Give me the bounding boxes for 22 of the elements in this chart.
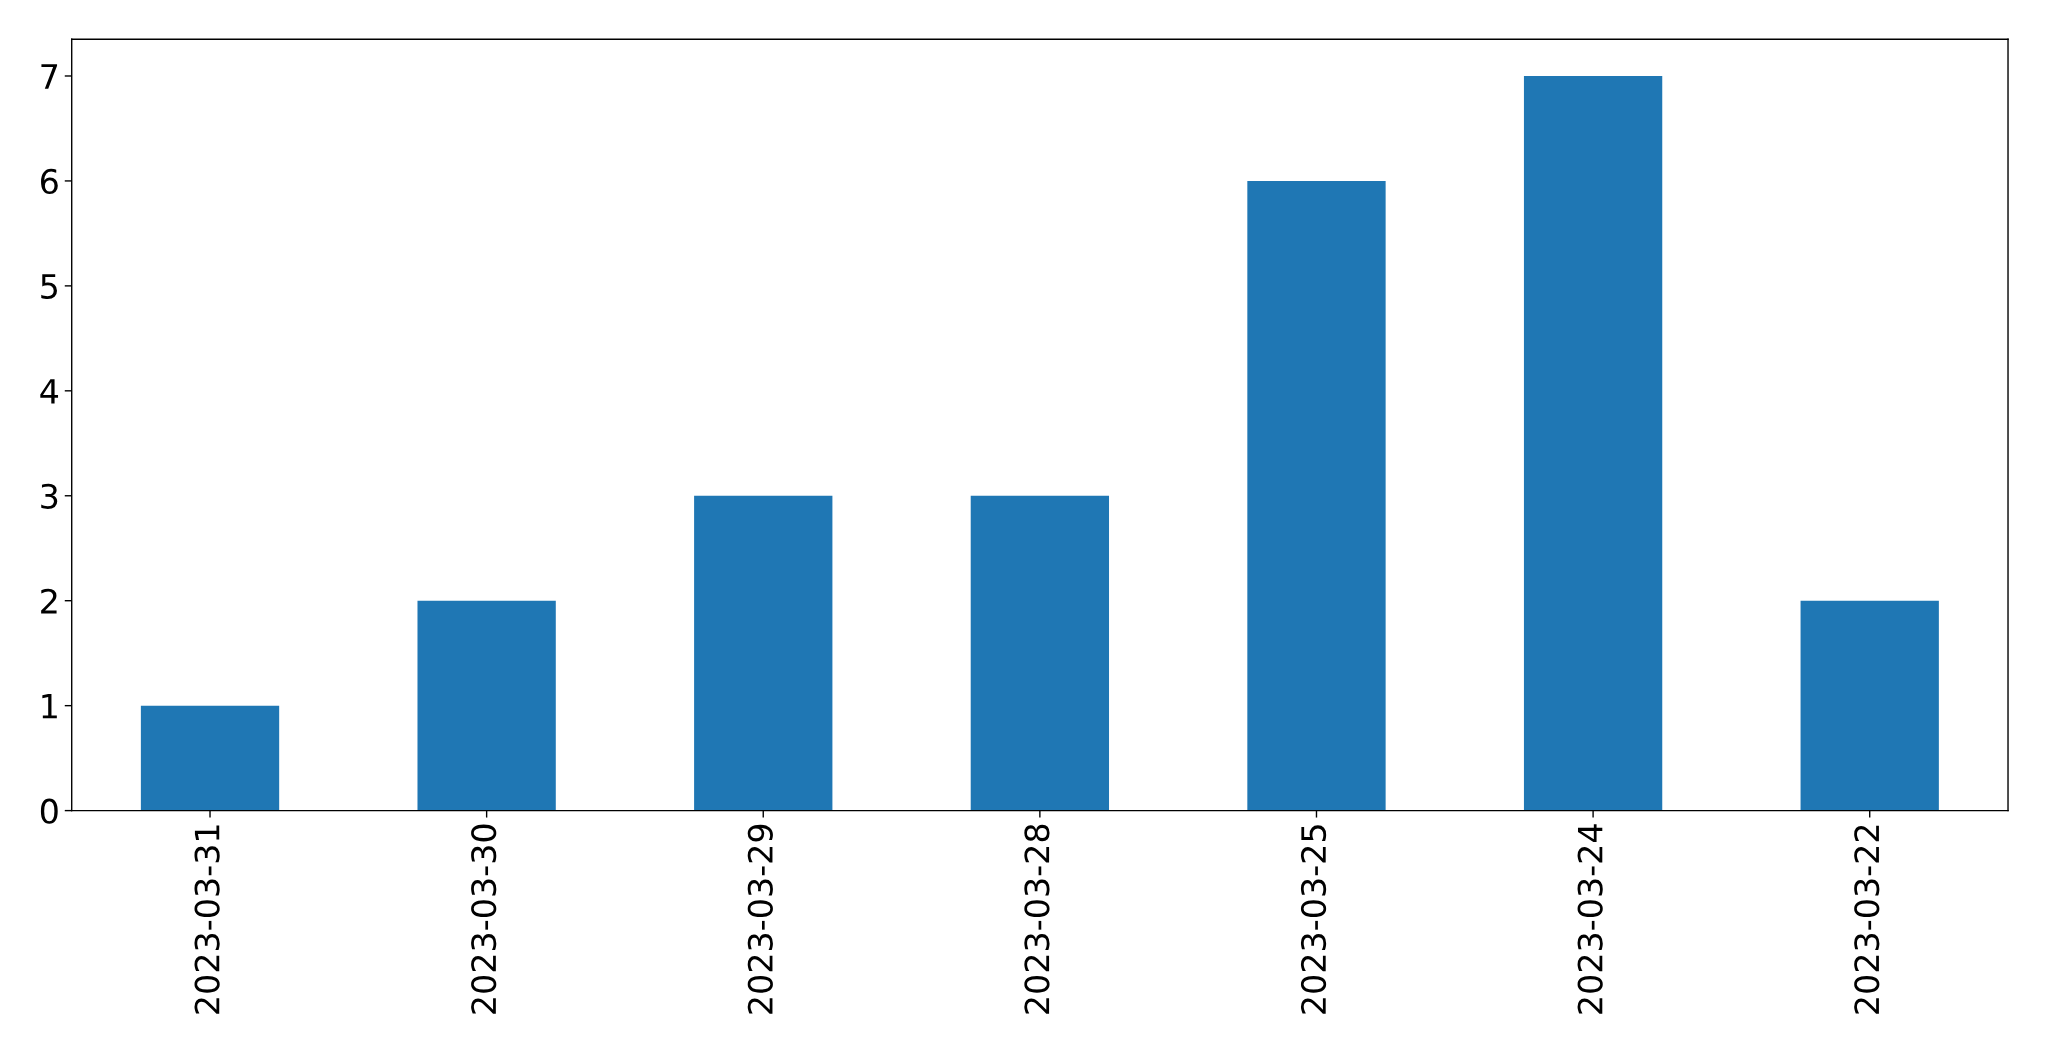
x-tick-label: 2023-03-31: [194, 825, 220, 1014]
y-tick-label: 6: [41, 168, 58, 195]
x-tick-label: 2023-03-22: [1854, 825, 1880, 1014]
y-tick-label: 3: [41, 483, 58, 509]
bar: [694, 495, 833, 811]
bar: [970, 495, 1110, 811]
bar: [1800, 600, 1939, 811]
bar: [417, 600, 556, 811]
x-tick-label: 2023-03-24: [1577, 824, 1603, 1014]
bar: [1247, 180, 1386, 811]
x-tick-label: 2023-03-25: [1300, 825, 1327, 1014]
y-tick-label: 0: [40, 798, 58, 824]
y-tick-label: 4: [40, 379, 59, 404]
bar: [140, 705, 280, 811]
y-tick-label: 1: [42, 694, 57, 719]
bar: [1523, 75, 1663, 811]
y-tick-label: 5: [41, 274, 57, 300]
y-tick-label: 2: [41, 588, 57, 614]
x-tick-label: 2023-03-29: [747, 824, 773, 1014]
x-tick-label: 2023-03-28: [1024, 824, 1050, 1014]
x-tick-label: 2023-03-30: [471, 824, 497, 1014]
y-tick-label: 7: [41, 64, 58, 89]
